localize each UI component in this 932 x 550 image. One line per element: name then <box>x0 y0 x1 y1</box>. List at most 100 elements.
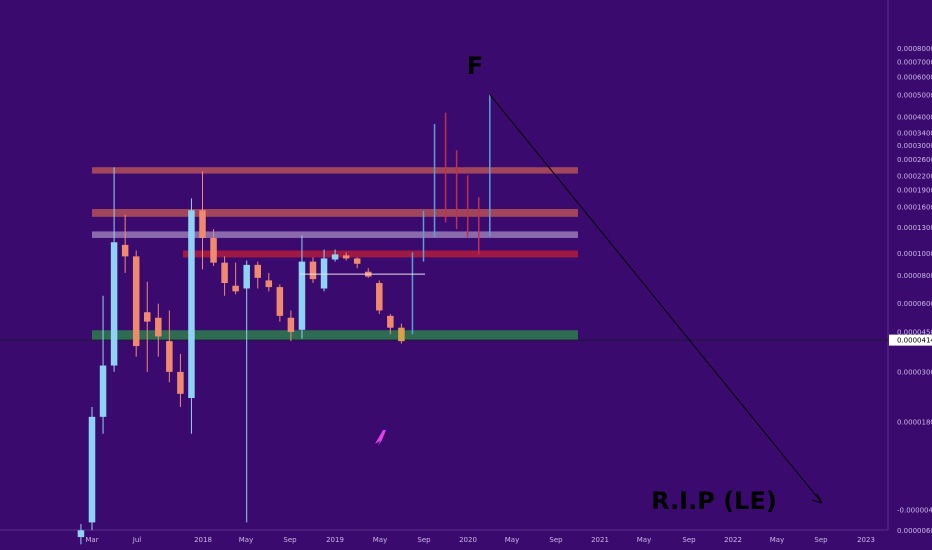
candle[interactable] <box>121 214 129 273</box>
candle[interactable] <box>254 261 262 289</box>
x-tick-label: Mar <box>85 536 98 544</box>
x-tick-label: 2021 <box>591 536 609 544</box>
candle-body <box>155 317 162 337</box>
x-tick-label: Sep <box>814 536 828 544</box>
candle[interactable] <box>88 406 96 531</box>
candle[interactable] <box>188 198 195 434</box>
candle-body <box>177 371 184 394</box>
x-tick-label: Sep <box>549 536 563 544</box>
candle[interactable] <box>309 257 317 284</box>
y-tick-label: 0.00001800 <box>897 419 932 427</box>
projection-bar <box>433 124 436 238</box>
zone-resistance-light <box>92 231 578 238</box>
y-tick-label: 0.00022000 <box>897 172 932 180</box>
trend-arrow-line <box>489 94 823 504</box>
y-tick-label: 0.00016000 <box>897 204 932 212</box>
x-tick-label: May <box>373 536 387 544</box>
projection-bar <box>411 252 414 335</box>
candle[interactable] <box>387 314 394 335</box>
candle-body <box>276 287 284 316</box>
candle[interactable] <box>243 260 250 523</box>
candle[interactable] <box>166 310 173 383</box>
annotation-f: F <box>467 52 483 80</box>
candle[interactable] <box>177 353 184 407</box>
candle-body <box>88 416 96 523</box>
x-tick-label: 2018 <box>194 536 212 544</box>
y-tick-label: 0.00010000 <box>897 250 932 258</box>
y-tick-label: 0.00080000 <box>897 45 932 53</box>
candle-body <box>298 261 306 330</box>
candle[interactable] <box>287 310 295 342</box>
candle-body <box>166 341 173 372</box>
candle-body <box>132 256 140 347</box>
candle-body <box>342 255 350 259</box>
candle[interactable] <box>199 171 206 270</box>
current-price-tag: 0.00004143 <box>889 334 932 346</box>
candle-body <box>110 242 118 366</box>
candle[interactable] <box>376 280 383 315</box>
projection-bar <box>422 210 425 262</box>
candle[interactable] <box>276 284 284 322</box>
candle[interactable] <box>232 262 239 295</box>
candle[interactable] <box>210 229 217 266</box>
x-axis: Mar Jul 2018 May Sep 2019 May Sep 2020 May Sep 2021… <box>85 536 875 544</box>
x-tick-label: 2020 <box>459 536 477 544</box>
candle[interactable] <box>331 249 339 262</box>
x-tick-label: May <box>637 536 651 544</box>
candle-body <box>77 530 85 538</box>
annotations-layer: F R.I.P (LE) <box>300 52 823 515</box>
candle-body <box>265 280 273 288</box>
candle[interactable] <box>99 295 107 434</box>
candle[interactable] <box>77 523 85 545</box>
projection-bar <box>455 150 458 230</box>
candle-body <box>99 365 107 417</box>
candle[interactable] <box>320 249 328 292</box>
candle-body <box>320 258 328 289</box>
candle-body <box>121 244 129 257</box>
y-tick-label: 0.00026000 <box>897 156 932 164</box>
candle-body <box>309 261 317 280</box>
candle-body <box>199 210 206 238</box>
annotation-rip: R.I.P (LE) <box>651 487 777 515</box>
candle-body <box>221 262 228 284</box>
y-tick-label: 0.00040000 <box>897 113 932 121</box>
x-tick-label: 2019 <box>326 536 344 544</box>
x-tick-label: Jul <box>132 536 142 544</box>
x-tick-label: Sep <box>283 536 297 544</box>
zone-resistance-top <box>92 167 578 174</box>
projection-bar <box>444 112 447 223</box>
y-tick-label: -0.00000400 <box>897 507 932 515</box>
candle[interactable] <box>298 235 306 339</box>
x-tick-label: May <box>770 536 784 544</box>
candle-body <box>243 264 250 289</box>
candle[interactable] <box>398 323 405 344</box>
y-tick-label: 0.00030000 <box>897 142 932 150</box>
candle-body <box>398 327 405 342</box>
candle[interactable] <box>342 252 350 261</box>
trend-arrow-head <box>811 493 823 504</box>
candle-body <box>232 285 239 292</box>
candle[interactable] <box>132 250 140 357</box>
candle[interactable] <box>144 281 151 372</box>
y-axis: 0.00080000 0.00070000 0.00060000 0.00050000… <box>889 45 932 535</box>
y-tick-label: 0.00034000 <box>897 129 932 137</box>
x-tick-label: Sep <box>417 536 431 544</box>
candle-body <box>353 258 361 264</box>
candle[interactable] <box>110 167 118 372</box>
projection-bar <box>466 175 469 238</box>
candle[interactable] <box>221 256 228 296</box>
candle[interactable] <box>353 257 361 269</box>
candle-body <box>254 264 261 278</box>
candle[interactable] <box>155 303 162 357</box>
x-tick-label: May <box>505 536 519 544</box>
candle-body <box>144 312 151 322</box>
candle-body <box>188 210 195 399</box>
x-tick-label: May <box>239 536 253 544</box>
zone-support-green <box>92 330 578 341</box>
candle[interactable] <box>265 272 273 292</box>
candles-layer[interactable] <box>77 167 405 545</box>
projection-bar <box>489 94 491 237</box>
candle-body <box>287 317 295 332</box>
